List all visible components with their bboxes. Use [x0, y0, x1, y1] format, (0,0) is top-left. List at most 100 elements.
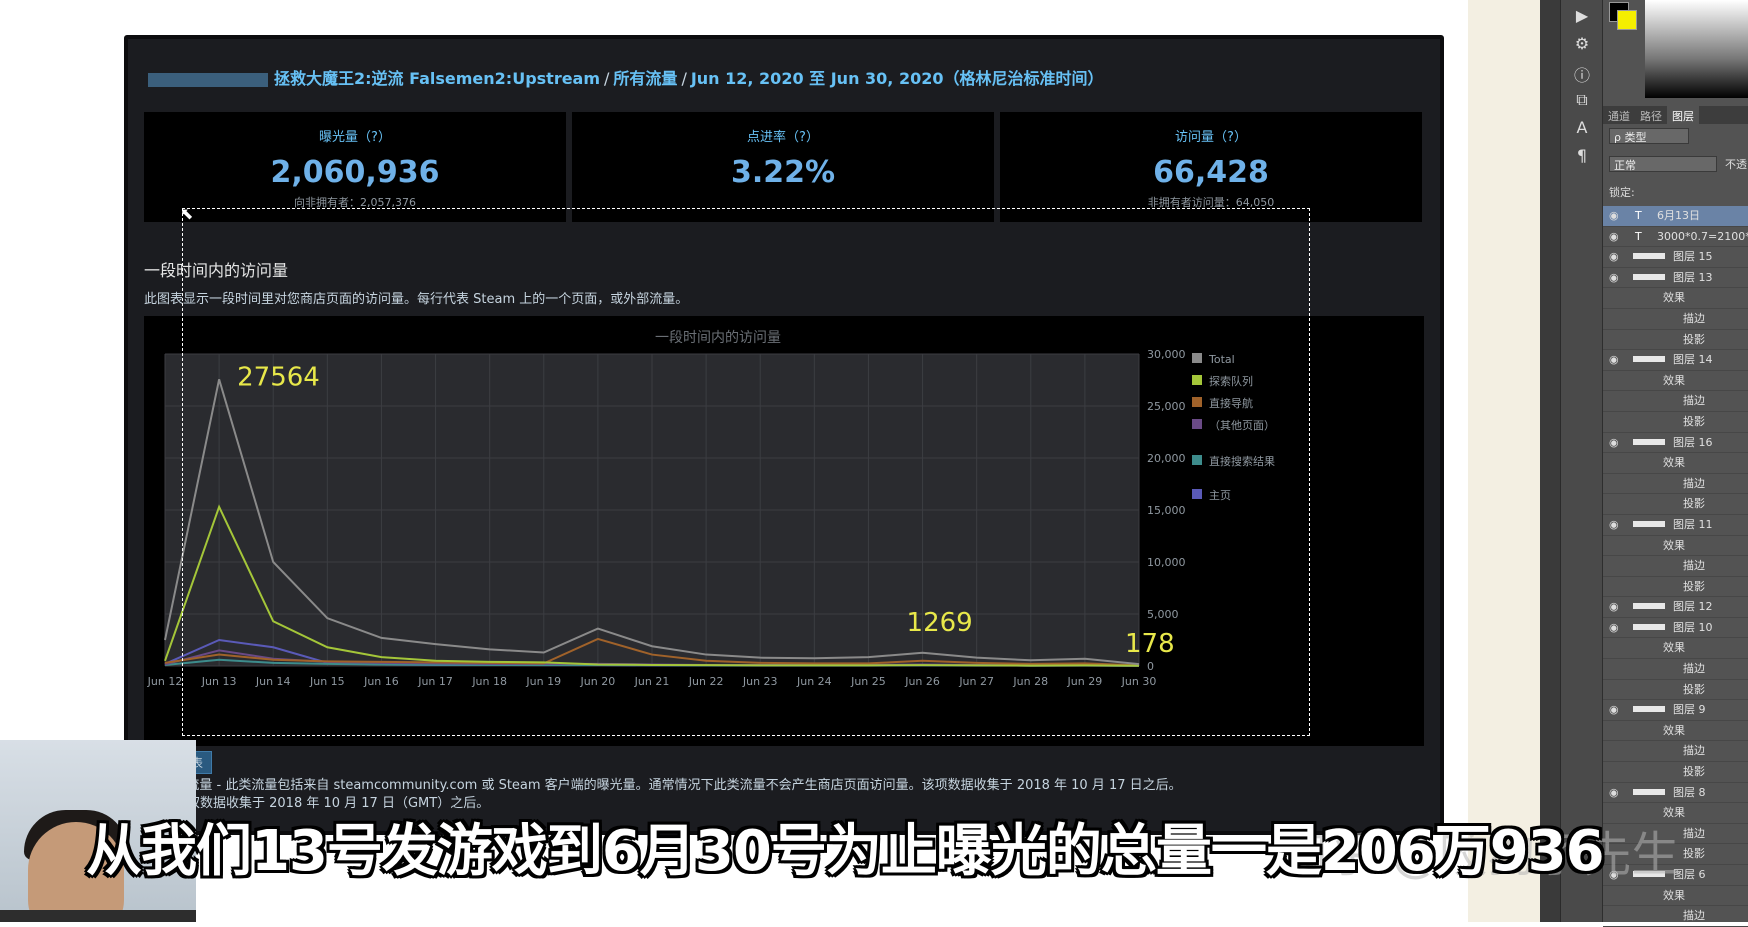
tab-channels[interactable]: 通道: [1603, 106, 1635, 124]
video-subtitle: 从我们13号发游戏到6月30号为止曝光的总量一是206万936: [86, 806, 1604, 887]
layer-name: 投影: [1683, 494, 1705, 514]
redacted-block: [148, 73, 268, 87]
layer-row[interactable]: ◉ 图层 13: [1603, 268, 1748, 289]
layer-row[interactable]: 描边: [1603, 309, 1748, 330]
visibility-eye-icon[interactable]: ◉: [1609, 350, 1623, 370]
blend-mode-select[interactable]: 正常: [1609, 156, 1717, 172]
clone-source-icon[interactable]: ⧉: [1567, 90, 1597, 112]
ctr-label[interactable]: 点进率（?）: [572, 126, 994, 145]
legend-label: Total: [1208, 353, 1235, 366]
visibility-eye-icon[interactable]: ◉: [1609, 515, 1623, 535]
layer-name: 图层 8: [1673, 783, 1706, 803]
x-tick-label: Jun 27: [958, 675, 994, 688]
layer-row[interactable]: ◉图层 14: [1603, 350, 1748, 371]
layer-name: 效果: [1663, 721, 1685, 741]
layer-row[interactable]: 描边: [1603, 659, 1748, 680]
visibility-eye-icon[interactable]: ◉: [1609, 433, 1623, 453]
visibility-eye-icon[interactable]: ◉: [1609, 700, 1623, 720]
color-picker-field[interactable]: [1645, 0, 1748, 98]
layer-row[interactable]: 效果: [1603, 886, 1748, 907]
breadcrumb-separator: /: [681, 69, 686, 88]
layer-row[interactable]: 效果: [1603, 721, 1748, 742]
layer-name: 图层 15: [1673, 247, 1713, 267]
layer-row[interactable]: 描边: [1603, 906, 1748, 927]
layer-row[interactable]: 描边: [1603, 741, 1748, 762]
layer-row[interactable]: 效果: [1603, 453, 1748, 474]
layer-name: 图层 9: [1673, 700, 1706, 720]
layer-name: 投影: [1683, 680, 1705, 700]
visibility-eye-icon[interactable]: ◉: [1609, 247, 1623, 267]
character-icon[interactable]: A: [1567, 118, 1597, 140]
x-tick-label: Jun 25: [850, 675, 886, 688]
layer-row[interactable]: ◉图层 16: [1603, 433, 1748, 454]
impressions-stat: 曝光量（?） 2,060,936 向非拥有者：2,057,376: [144, 112, 566, 222]
layer-row[interactable]: ◉ 图层 9: [1603, 700, 1748, 721]
x-tick-label: Jun 22: [688, 675, 724, 688]
layer-row[interactable]: 投影: [1603, 494, 1748, 515]
legend-swatch: [1192, 375, 1202, 385]
tab-layers[interactable]: 图层: [1667, 106, 1699, 124]
x-tick-label: Jun 23: [742, 675, 778, 688]
layer-name: 图层 13: [1673, 268, 1713, 288]
ps-scrollbar[interactable]: [1540, 0, 1560, 922]
layer-row[interactable]: 效果: [1603, 371, 1748, 392]
layer-row[interactable]: 投影: [1603, 680, 1748, 701]
breadcrumb-traffic-link[interactable]: 所有流量: [613, 69, 677, 88]
visibility-eye-icon[interactable]: ◉: [1609, 597, 1623, 617]
layer-filter-select[interactable]: ρ 类型: [1609, 128, 1689, 144]
chart-title: 一段时间内的访问量: [655, 330, 781, 346]
layer-row[interactable]: ◉ 图层 8: [1603, 783, 1748, 804]
paragraph-icon[interactable]: ¶: [1567, 146, 1597, 168]
visits-label[interactable]: 访问量（?）: [1000, 126, 1422, 145]
y-tick-label: 15,000: [1147, 504, 1186, 517]
layer-row[interactable]: 投影: [1603, 330, 1748, 351]
visibility-eye-icon[interactable]: ◉: [1609, 618, 1623, 638]
layer-name: 效果: [1663, 536, 1685, 556]
visibility-eye-icon[interactable]: ◉: [1609, 227, 1623, 247]
y-tick-label: 10,000: [1147, 556, 1186, 569]
visibility-eye-icon[interactable]: ◉: [1609, 783, 1623, 803]
layer-row[interactable]: 投影: [1603, 762, 1748, 783]
layer-name: 描边: [1683, 824, 1705, 844]
visibility-eye-icon[interactable]: ◉: [1609, 268, 1623, 288]
layer-name: 效果: [1663, 288, 1685, 308]
layer-row[interactable]: 描边: [1603, 556, 1748, 577]
layer-row[interactable]: 投影: [1603, 577, 1748, 598]
layer-name: 投影: [1683, 762, 1705, 782]
info-icon[interactable]: ⓘ: [1567, 62, 1597, 84]
ps-panel-tabs: 通道 路径 图层: [1603, 106, 1748, 124]
layer-row[interactable]: 描边: [1603, 391, 1748, 412]
x-tick-label: Jun 29: [1067, 675, 1103, 688]
layer-row[interactable]: ◉ 图层 15: [1603, 247, 1748, 268]
layer-row[interactable]: ◉图层 10: [1603, 618, 1748, 639]
layer-row[interactable]: 效果: [1603, 288, 1748, 309]
x-tick-label: Jun 30: [1121, 675, 1157, 688]
play-icon[interactable]: ▶: [1567, 6, 1597, 28]
impressions-label[interactable]: 曝光量（?）: [144, 126, 566, 145]
legend-swatch: [1192, 455, 1202, 465]
layer-row[interactable]: 描边: [1603, 474, 1748, 495]
layer-name: 投影: [1683, 577, 1705, 597]
breadcrumb-game-link[interactable]: 拯救大魔王2:逆流 Falsemen2:Upstream: [274, 69, 600, 88]
layer-row[interactable]: 投影: [1603, 412, 1748, 433]
y-tick-label: 25,000: [1147, 400, 1186, 413]
visibility-eye-icon[interactable]: ◉: [1609, 206, 1623, 226]
background-color-swatch[interactable]: [1617, 10, 1637, 30]
layer-row[interactable]: 效果: [1603, 638, 1748, 659]
impressions-value: 2,060,936: [144, 155, 566, 190]
chart-svg: 30,00025,00020,00015,00010,0005,0000Jun …: [144, 316, 1424, 746]
layer-row[interactable]: 效果: [1603, 536, 1748, 557]
legend-label: 直接搜索结果: [1209, 454, 1275, 468]
layer-row[interactable]: ◉ 图层 11: [1603, 515, 1748, 536]
tab-paths[interactable]: 路径: [1635, 106, 1667, 124]
layer-name: 效果: [1663, 638, 1685, 658]
layer-thumbnail: [1633, 253, 1665, 259]
layer-row[interactable]: ◉图层 12: [1603, 597, 1748, 618]
brush-settings-icon[interactable]: ⚙: [1567, 34, 1597, 56]
layer-name: 图层 11: [1673, 515, 1713, 535]
x-tick-label: Jun 20: [580, 675, 616, 688]
layer-name: 效果: [1663, 886, 1685, 906]
layer-name: 描边: [1683, 659, 1705, 679]
